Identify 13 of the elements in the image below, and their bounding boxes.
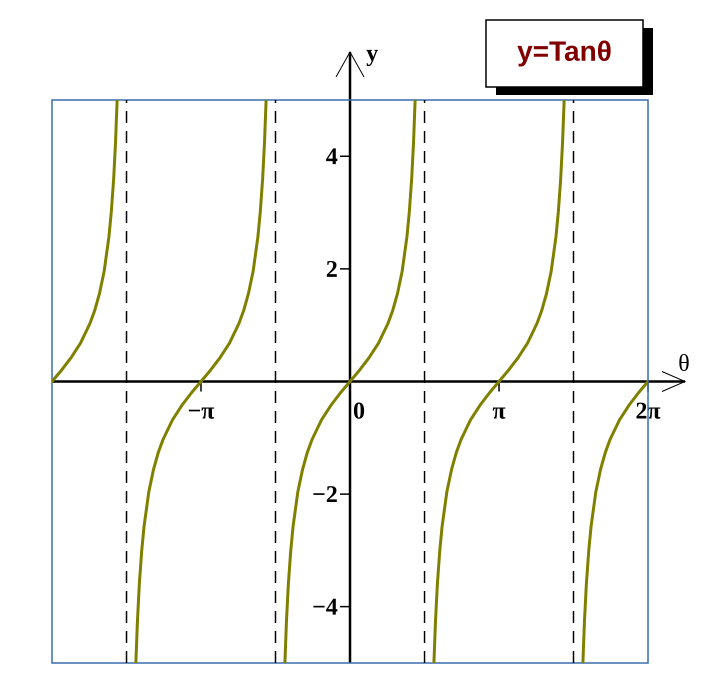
y-tick-label: −2 <box>313 486 337 502</box>
x-tick-label: −π <box>188 407 214 419</box>
line-series <box>432 100 566 663</box>
chart-title: y=Tanθ <box>517 40 611 67</box>
line-series <box>52 100 119 383</box>
y-tick-label: 2 <box>326 260 337 277</box>
x-axis-title: θ <box>679 354 689 371</box>
y-tick-label: 4 <box>326 148 338 164</box>
x-tick-label: π <box>492 407 506 419</box>
y-tick-label: −4 <box>313 598 338 615</box>
y-axis-title: y <box>366 50 378 66</box>
line-series <box>283 100 417 663</box>
x-tick-label: 0 <box>354 402 364 419</box>
